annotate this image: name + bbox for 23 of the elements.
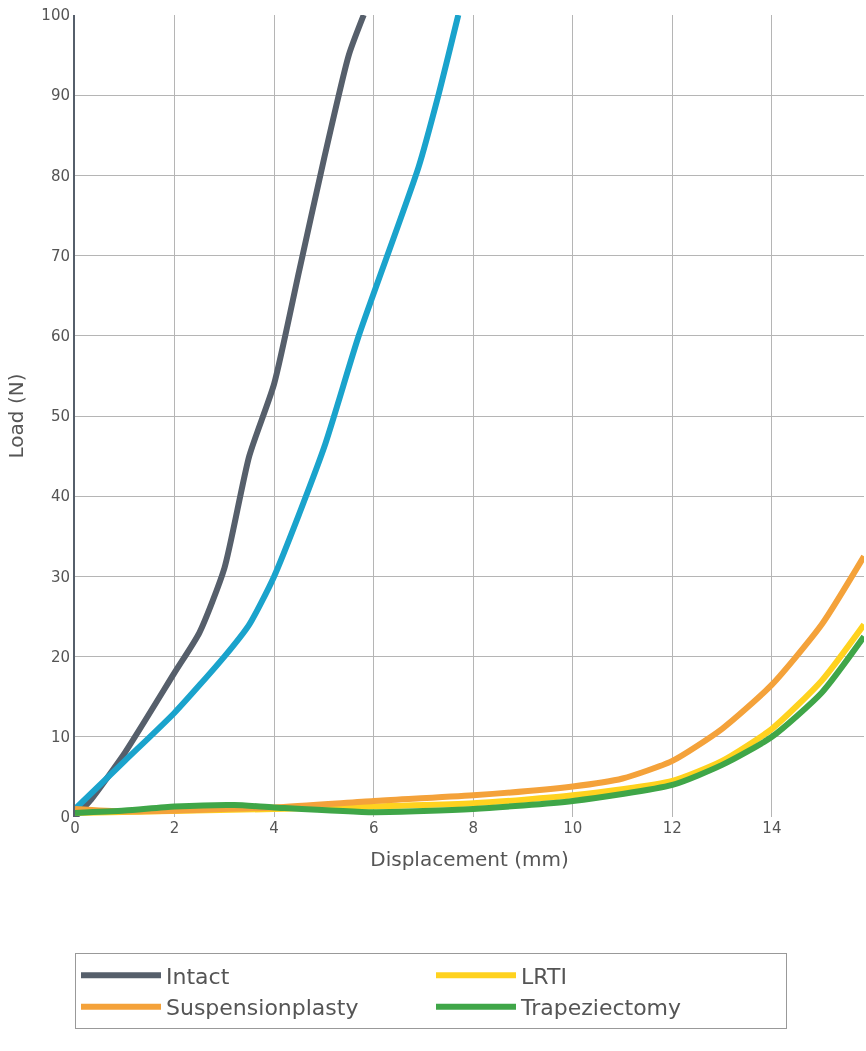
y-tick-label: 40 [50, 487, 70, 506]
legend-label: Suspensionplasty [166, 995, 359, 1021]
legend-label: Intact [166, 963, 230, 989]
y-tick-label: 80 [50, 166, 70, 185]
x-tick-label: 4 [269, 819, 279, 837]
y-tick-label: 20 [50, 647, 70, 666]
x-axis-title: Displacement (mm) [370, 846, 569, 871]
legend-label: LRTI [521, 963, 567, 989]
y-axis-title: Load (N) [4, 373, 29, 459]
y-tick-label: 90 [50, 86, 70, 105]
legend-label: Trapeziectomy [520, 995, 682, 1021]
x-tick-label: 2 [169, 819, 180, 837]
y-tick-label: 10 [50, 728, 70, 747]
x-tick-label: 14 [762, 819, 782, 837]
x-tick-label: 12 [662, 819, 682, 837]
x-tick-label: 6 [368, 819, 379, 837]
y-tick-label: 50 [50, 407, 70, 426]
x-tick-label: 10 [563, 819, 583, 837]
y-tick-label: 30 [50, 567, 70, 586]
x-tick-label: 8 [468, 819, 478, 837]
y-tick-label: 60 [50, 327, 70, 346]
y-tick-label: 70 [50, 246, 70, 265]
y-tick-label: 100 [41, 6, 70, 25]
